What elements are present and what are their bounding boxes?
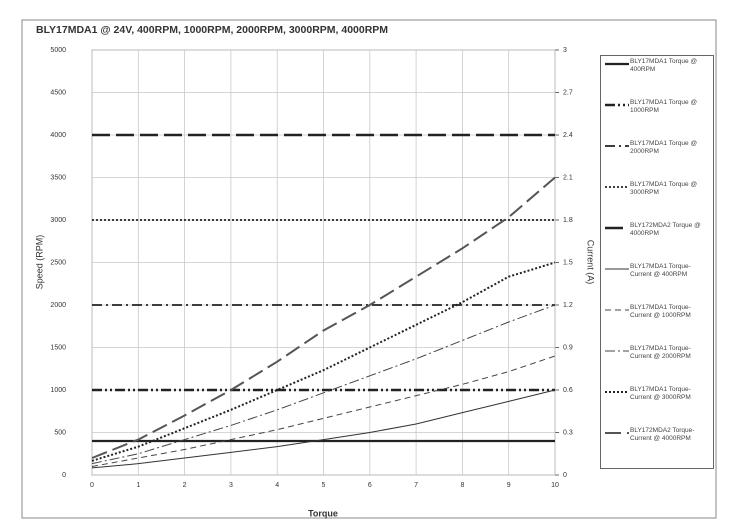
legend-label: BLY172MDA2 Torque-Current @ 4000RPM — [630, 427, 695, 442]
y-tick-label: 2500 — [50, 259, 66, 266]
y-tick-label: 1500 — [50, 344, 66, 351]
legend-label: BLY17MDA1 Torque @ 3000RPM — [630, 181, 698, 196]
legend-swatch — [605, 186, 629, 188]
x-tick-label: 4 — [275, 482, 279, 489]
series-line — [91, 389, 556, 469]
series-line — [91, 355, 556, 467]
legend: BLY17MDA1 Torque @ 400RPM BLY17MDA1 Torqu… — [600, 55, 714, 469]
legend-label: BLY17MDA1 Torque-Current @ 400RPM — [630, 263, 691, 278]
y-tick-label: 3000 — [50, 217, 66, 224]
legend-item: BLY17MDA1 Torque-Current @ 3000RPM — [601, 384, 713, 425]
y-tick-label: 2000 — [50, 302, 66, 309]
legend-swatch — [605, 350, 629, 352]
legend-swatch — [605, 103, 629, 107]
y-tick-label: 500 — [54, 429, 66, 436]
legend-swatch — [605, 145, 629, 147]
y-tick-label: 3500 — [50, 174, 66, 181]
x-tick-label: 2 — [183, 482, 187, 489]
legend-label: BLY17MDA1 Torque-Current @ 2000RPM — [630, 345, 691, 360]
x-axis-label: Torque — [308, 508, 338, 518]
y-tick-label: 5000 — [50, 47, 66, 54]
legend-item: BLY172MDA2 Torque-Current @ 4000RPM — [601, 425, 713, 466]
x-tick-label: 7 — [414, 482, 418, 489]
y2-tick-label: 2.4 — [563, 132, 573, 139]
series-line — [91, 261, 556, 462]
x-tick-label: 5 — [322, 482, 326, 489]
y-tick-label: 1000 — [50, 387, 66, 394]
y-tick-label: 0 — [62, 472, 66, 479]
y2-tick-label: 1.5 — [563, 259, 573, 266]
legend-swatch — [605, 226, 629, 230]
legend-swatch — [605, 309, 629, 311]
legend-label: BLY17MDA1 Torque @ 1000RPM — [630, 99, 698, 114]
y2-tick-label: 1.8 — [563, 217, 573, 224]
legend-item: BLY17MDA1 Torque-Current @ 2000RPM — [601, 343, 713, 384]
y2-tick-label: 1.2 — [563, 302, 573, 309]
x-tick-label: 0 — [90, 482, 94, 489]
series-line — [91, 176, 556, 459]
x-tick-label: 10 — [551, 482, 559, 489]
y-tick-label: 4000 — [50, 132, 66, 139]
y2-tick-label: 0.6 — [563, 387, 573, 394]
legend-item: BLY17MDA1 Torque @ 400RPM — [601, 56, 713, 97]
legend-label: BLY17MDA1 Torque-Current @ 1000RPM — [630, 304, 691, 319]
x-tick-label: 1 — [136, 482, 140, 489]
legend-swatch — [605, 432, 629, 434]
chart-title: BLY17MDA1 @ 24V, 400RPM, 1000RPM, 2000RP… — [36, 24, 388, 36]
y2-tick-label: 0 — [563, 472, 567, 479]
y2-tick-label: 2.7 — [563, 89, 573, 96]
y2-tick-label: 3 — [563, 47, 567, 54]
legend-item: BLY17MDA1 Torque @ 2000RPM — [601, 138, 713, 179]
y-axis-label: Speed (RPM) — [34, 235, 44, 290]
x-tick-label: 3 — [229, 482, 233, 489]
legend-swatch — [605, 62, 629, 66]
y-tick-label: 4500 — [50, 89, 66, 96]
legend-swatch — [605, 391, 629, 393]
series-line — [91, 304, 556, 465]
x-tick-label: 9 — [507, 482, 511, 489]
legend-label: BLY172MDA2 Torque @ 4000RPM — [630, 222, 701, 237]
y2-axis-label: Current (A) — [586, 240, 596, 285]
legend-item: BLY17MDA1 Torque-Current @ 400RPM — [601, 261, 713, 302]
legend-item: BLY17MDA1 Torque-Current @ 1000RPM — [601, 302, 713, 343]
x-tick-label: 8 — [460, 482, 464, 489]
y2-tick-label: 0.3 — [563, 429, 573, 436]
chart-border — [21, 19, 717, 519]
legend-label: BLY17MDA1 Torque @ 2000RPM — [630, 140, 698, 155]
legend-label: BLY17MDA1 Torque-Current @ 3000RPM — [630, 386, 691, 401]
y2-tick-label: 2.1 — [563, 174, 573, 181]
legend-label: BLY17MDA1 Torque @ 400RPM — [630, 58, 698, 73]
legend-item: BLY17MDA1 Torque @ 3000RPM — [601, 179, 713, 220]
legend-item: BLY17MDA1 Torque @ 1000RPM — [601, 97, 713, 138]
x-tick-label: 6 — [368, 482, 372, 489]
legend-swatch — [605, 268, 629, 270]
y2-tick-label: 0.9 — [563, 344, 573, 351]
legend-item: BLY172MDA2 Torque @ 4000RPM — [601, 220, 713, 261]
